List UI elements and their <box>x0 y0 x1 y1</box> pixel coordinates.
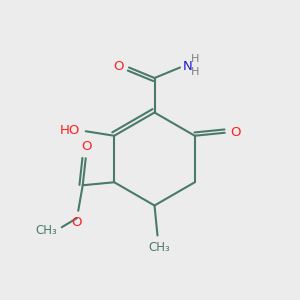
Text: O: O <box>81 140 92 153</box>
Text: CH₃: CH₃ <box>35 224 57 237</box>
Text: O: O <box>71 216 82 229</box>
Text: HO: HO <box>60 124 80 137</box>
Text: H: H <box>191 67 199 77</box>
Text: O: O <box>113 59 124 73</box>
Text: H: H <box>191 54 199 64</box>
Text: CH₃: CH₃ <box>148 241 170 254</box>
Text: N: N <box>182 60 192 73</box>
Text: O: O <box>230 126 241 139</box>
